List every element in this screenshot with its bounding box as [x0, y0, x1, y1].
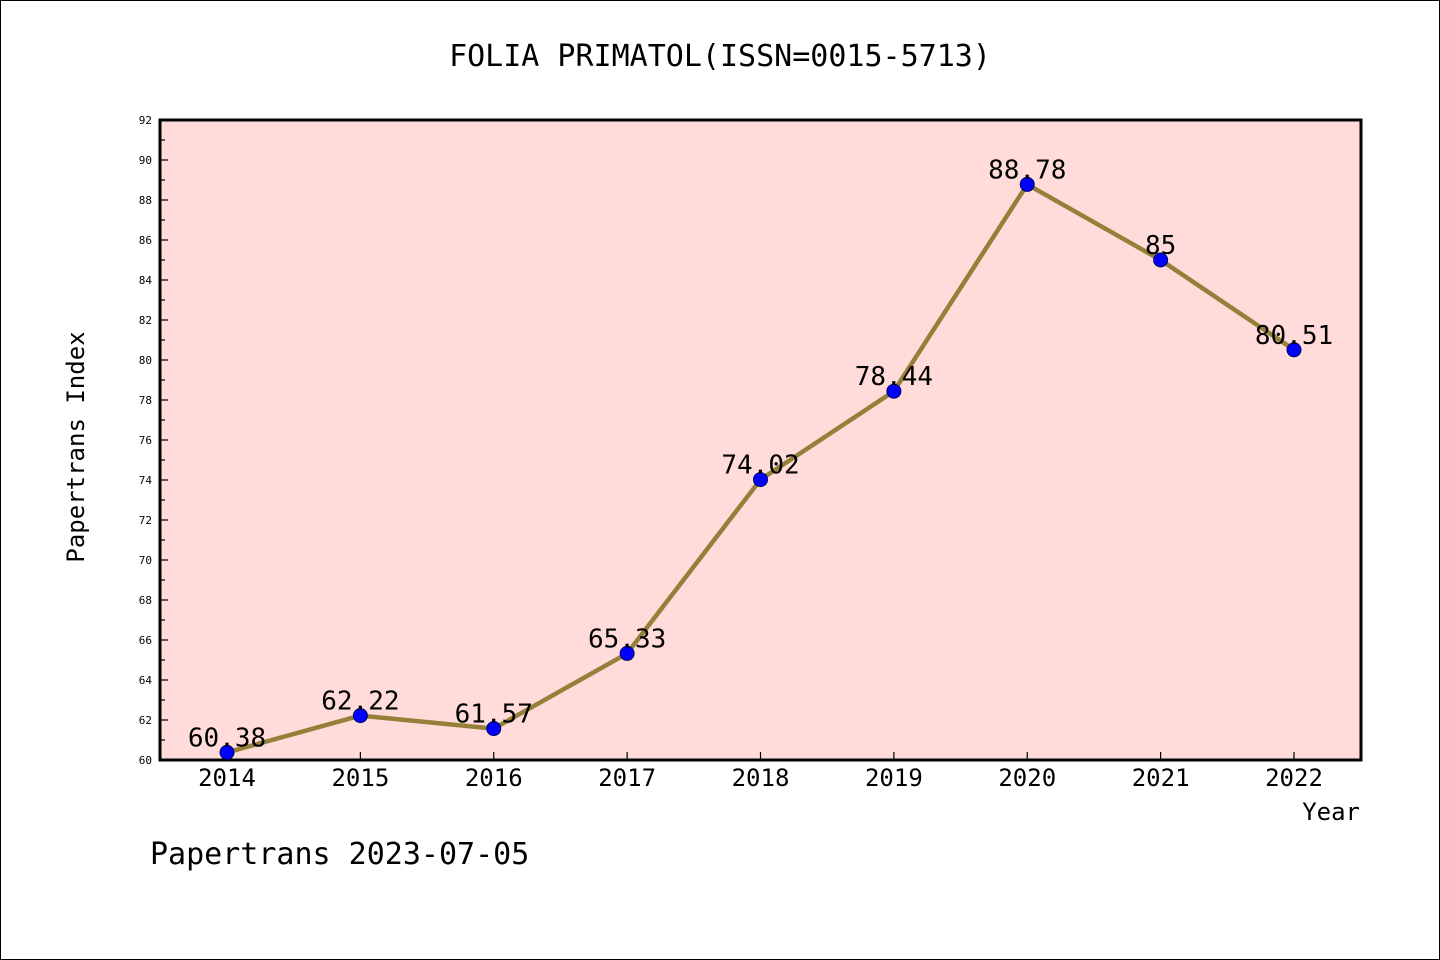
y-tick-label: 90 [139, 154, 152, 167]
x-tick-label: 2015 [331, 764, 389, 792]
y-tick-label: 64 [139, 674, 153, 687]
y-tick-label: 60 [139, 754, 152, 767]
data-label: 74.02 [721, 451, 799, 481]
y-axis-label: Papertrans Index [62, 331, 90, 562]
data-point [219, 744, 235, 760]
data-point [486, 721, 502, 737]
y-tick-label: 86 [139, 234, 152, 247]
x-tick-label: 2017 [598, 764, 656, 792]
y-tick-label: 88 [139, 194, 152, 207]
data-point [753, 472, 768, 488]
data-label: 61.57 [455, 700, 533, 730]
data-point [886, 383, 902, 399]
data-point [1019, 176, 1035, 192]
data-label: 88.78 [988, 155, 1066, 185]
x-axis-label: Year [1302, 798, 1360, 826]
y-tick-label: 84 [139, 274, 153, 287]
data-label: 60.38 [188, 723, 266, 753]
x-tick-label: 2016 [465, 764, 523, 792]
x-tick-label: 2020 [998, 764, 1056, 792]
y-tick-label: 70 [139, 554, 152, 567]
y-tick-label: 78 [139, 394, 152, 407]
x-tick-label: 2014 [198, 764, 256, 792]
y-tick-label: 76 [139, 434, 152, 447]
y-tick-label: 62 [139, 714, 152, 727]
y-tick-label: 68 [139, 594, 152, 607]
series-markers [219, 176, 1302, 760]
data-point [352, 708, 368, 724]
data-label: 78.44 [855, 362, 933, 392]
data-label: 85 [1145, 231, 1176, 261]
data-point [1286, 342, 1302, 358]
data-label: 62.22 [321, 687, 399, 717]
x-tick-label: 2021 [1132, 764, 1190, 792]
plot-area [158, 118, 1363, 762]
data-point [619, 645, 635, 661]
y-tick-label: 72 [139, 514, 152, 527]
x-tick-label: 2022 [1265, 764, 1323, 792]
chart-title: FOLIA PRIMATOL(ISSN=0015-5713) [449, 39, 991, 74]
x-tick-label: 2019 [865, 764, 923, 792]
y-tick-label: 82 [139, 314, 152, 327]
data-label: 80.51 [1255, 321, 1333, 351]
y-tick-label: 92 [139, 114, 152, 127]
data-labels: 60.38 62.22 61.57 65.33 74.02 78.44 88.78 85 80.… [188, 155, 1333, 753]
y-tick-label: 80 [139, 354, 152, 367]
y-axis: 60 62 64 66 68 70 72 74 76 78 80 82 84 86 88 90 92 [139, 114, 168, 767]
y-tick-label: 74 [139, 474, 153, 487]
data-point [1153, 252, 1169, 268]
x-tick-label: 2018 [732, 764, 790, 792]
footer-text: Papertrans 2023-07-05 [150, 837, 529, 872]
data-label: 65.33 [588, 624, 666, 654]
x-axis: 2014 2015 2016 2017 2018 2019 2020 2021 2022 [198, 752, 1323, 792]
y-tick-label: 66 [139, 634, 152, 647]
